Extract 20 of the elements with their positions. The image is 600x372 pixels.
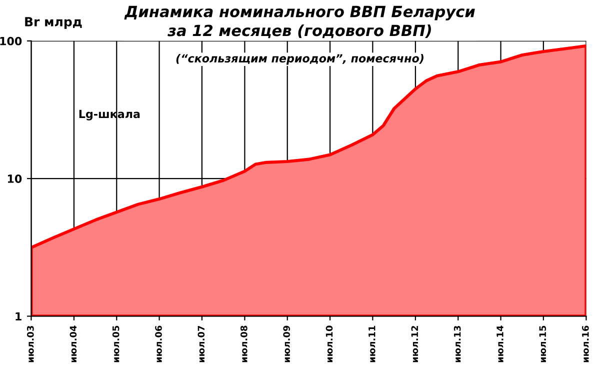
x-tick-label: июл.09 [283,326,290,362]
x-tick-label: июл.12 [411,326,418,362]
x-tick-label: июл.06 [155,326,162,362]
chart-title: Динамика номинального ВВП Беларуси за 12 месяцев (годового ВВП) [124,6,475,38]
y-tick-label: 10 [8,174,22,183]
x-tick-label: июл.04 [70,326,77,362]
x-tick-label: июл.08 [240,326,248,362]
x-tick-label: июл.03 [26,326,34,362]
text: (“скользящим периодом”, помесячно) [176,54,424,65]
y-axis-title: Br млрд [25,17,82,29]
x-tick-label: июл.15 [539,326,546,362]
x-tick-label: июл.16 [582,326,589,362]
x-tick-label: июл.13 [454,326,461,362]
y-tick-label: 1 [16,312,22,320]
x-tick-label: июл.05 [112,326,120,362]
x-tick-label: июл.14 [496,326,504,362]
x-tick-label: июл.07 [198,326,205,362]
y-tick-label: 100 [0,36,22,46]
x-tick-label: июл.10 [326,326,333,362]
x-tick-label: июл.11 [368,326,376,362]
